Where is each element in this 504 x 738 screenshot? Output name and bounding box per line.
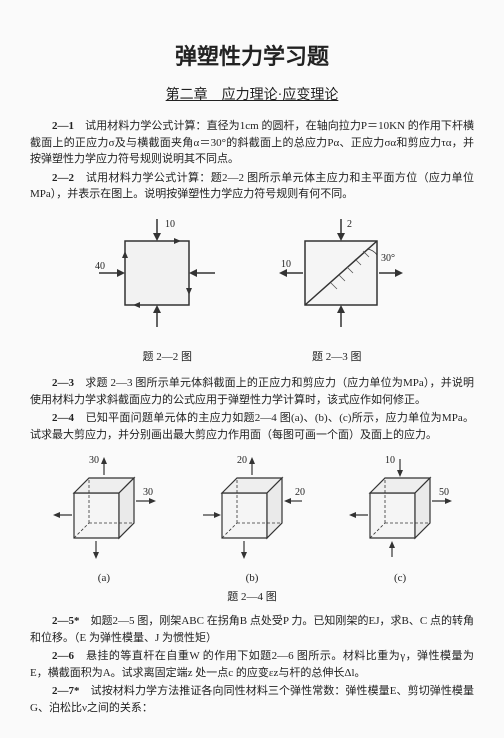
problem-text: 悬挂的等直杆在自重W 的作用下如题2—6 图所示。材料比重为γ，弹性模量为E，横… — [30, 650, 474, 679]
problem-2-7: 2—7* 试按材料力学方法推证各向同性材料三个弹性常数：弹性模量E、剪切弹性模量… — [30, 683, 474, 716]
sub-a-label: (a) — [98, 570, 110, 587]
figure-2-2: 10 40 — [87, 213, 227, 343]
figure-2-4-b: 20 20 — [187, 453, 317, 568]
problem-text: 如题2—5 图，刚架ABC 在拐角B 点处受P 力。已知刚架的EJ，求B、C 点… — [30, 615, 474, 644]
cube-c-top: 10 — [385, 455, 395, 466]
fig22-top-label: 10 — [165, 219, 175, 230]
cube-c-right: 50 — [439, 487, 449, 498]
fig-2-3-caption: 题 2—3 图 — [312, 349, 362, 366]
problem-text: 试用材料力学公式计算：直径为1cm 的圆杆，在轴向拉力P＝10KN 的作用下杆横… — [30, 120, 474, 165]
figure-row-24: 30 30 20 20 — [30, 453, 474, 568]
fig23-angle: 30° — [381, 253, 395, 264]
problem-text: 试用材料力学公式计算：题2—2 图所示单元体主应力和主平面方位（应力单位MPa）… — [30, 172, 474, 201]
problem-2-4: 2—4 已知平面问题单元体的主应力如题2—4 图(a)、(b)、(c)所示，应力… — [30, 410, 474, 443]
figure-2-3: 30° 2 10 — [267, 213, 417, 343]
figure-row-22-23: 10 40 30° 2 — [30, 213, 474, 343]
problem-number: 2—6 — [52, 650, 74, 662]
problem-2-2: 2—2 试用材料力学公式计算：题2—2 图所示单元体主应力和主平面方位（应力单位… — [30, 170, 474, 203]
problem-2-5: 2—5* 如题2—5 图，刚架ABC 在拐角B 点处受P 力。已知刚架的EJ，求… — [30, 613, 474, 646]
cube-b-right: 20 — [295, 487, 305, 498]
fig22-left-label: 40 — [95, 261, 105, 272]
problem-number: 2—4 — [52, 412, 74, 424]
figure-2-4-a: 30 30 — [39, 453, 169, 568]
problem-text: 已知平面问题单元体的主应力如题2—4 图(a)、(b)、(c)所示，应力单位为M… — [30, 412, 474, 441]
sub-c-label: (c) — [394, 570, 406, 587]
problem-2-6: 2—6 悬挂的等直杆在自重W 的作用下如题2—6 图所示。材料比重为γ，弹性模量… — [30, 648, 474, 681]
problem-number: 2—7* — [52, 685, 80, 697]
problem-2-3: 2—3 求题 2—3 图所示单元体斜截面上的正应力和剪应力（应力单位为MPa），… — [30, 375, 474, 408]
sub-b-label: (b) — [246, 570, 259, 587]
figure-captions-22-23: 题 2—2 图 题 2—3 图 — [30, 349, 474, 366]
problem-number: 2—5* — [52, 615, 80, 627]
fig-2-2-caption: 题 2—2 图 — [143, 349, 193, 366]
cube-a-right: 30 — [143, 487, 153, 498]
figure-2-4-c: 10 50 — [335, 453, 465, 568]
chapter-subtitle: 第二章 应力理论·应变理论 — [30, 85, 474, 106]
fig23-left-label: 10 — [281, 259, 291, 270]
problem-2-1: 2—1 试用材料力学公式计算：直径为1cm 的圆杆，在轴向拉力P＝10KN 的作… — [30, 118, 474, 168]
problem-text: 求题 2—3 图所示单元体斜截面上的正应力和剪应力（应力单位为MPa），并说明使… — [30, 377, 474, 406]
problem-number: 2—3 — [52, 377, 74, 389]
problem-number: 2—2 — [52, 172, 74, 184]
problem-text: 试按材料力学方法推证各向同性材料三个弹性常数：弹性模量E、剪切弹性模量G、泊松比… — [30, 685, 474, 714]
sub-figure-labels: (a) (b) (c) — [30, 570, 474, 587]
cube-b-top: 20 — [237, 455, 247, 466]
main-title: 弹塑性力学习题 — [30, 40, 474, 73]
problem-number: 2—1 — [52, 120, 74, 132]
fig23-top-label: 2 — [347, 219, 352, 230]
fig-2-4-caption: 题 2—4 图 — [30, 589, 474, 606]
cube-a-top: 30 — [89, 455, 99, 466]
